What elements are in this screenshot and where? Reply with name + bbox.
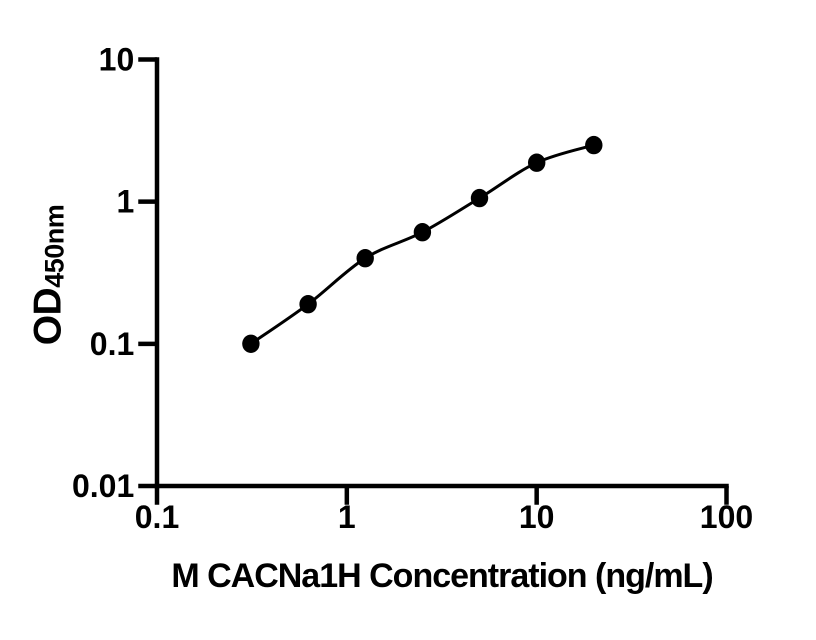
data-point-marker [470, 188, 489, 208]
data-point-marker [528, 153, 546, 172]
y-axis-title: OD450nm [26, 204, 70, 346]
data-point-marker [356, 249, 374, 268]
y-axis-title-subscript: 450nm [39, 204, 70, 288]
y-axis-title-main: OD [26, 287, 70, 346]
y-tick-label: 10 [99, 42, 135, 78]
x-tick-label: 0.1 [135, 499, 179, 535]
x-tick-label: 10 [519, 499, 555, 535]
y-tick-label: 1 [116, 184, 134, 220]
data-point-marker [413, 223, 432, 242]
y-tick-label: 0.1 [90, 326, 134, 362]
data-point-marker [299, 295, 317, 314]
data-point-marker [242, 334, 260, 353]
standard-curve-line [250, 143, 595, 346]
x-axis-title: M CACNa1H Concentration (ng/mL) [171, 557, 713, 595]
x-tick-label: 1 [338, 499, 356, 535]
data-point-marker [585, 135, 603, 155]
x-tick-label: 100 [700, 499, 753, 535]
y-tick-label: 0.01 [72, 468, 134, 504]
